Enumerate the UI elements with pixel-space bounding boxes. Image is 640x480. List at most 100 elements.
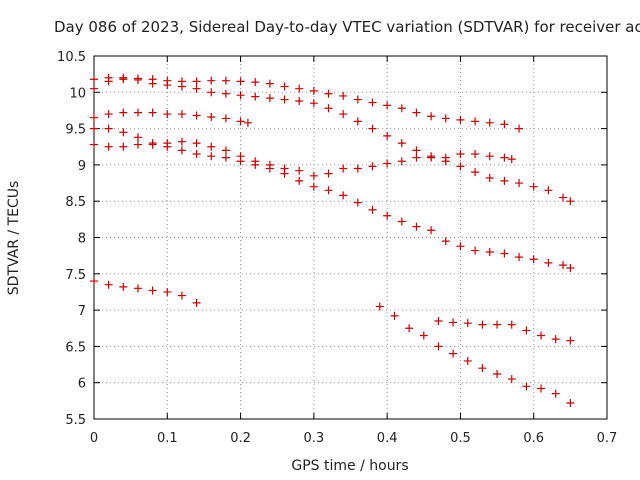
data-point (339, 91, 348, 100)
data-point (515, 124, 524, 133)
data-point (353, 95, 362, 104)
data-point (133, 75, 142, 84)
data-point (383, 101, 392, 110)
data-point (544, 258, 553, 267)
data-markers (90, 73, 575, 408)
data-point (368, 98, 377, 107)
data-point (441, 237, 450, 246)
data-point (295, 166, 304, 175)
data-point (207, 112, 216, 121)
data-point (493, 369, 502, 378)
data-point (507, 320, 516, 329)
x-tick-label: 0.1 (157, 431, 178, 446)
data-point (295, 97, 304, 106)
data-point (353, 164, 362, 173)
data-point (177, 137, 186, 146)
data-point (559, 261, 568, 270)
data-point (434, 342, 443, 351)
data-point (104, 280, 113, 289)
x-tick-label: 0.5 (450, 431, 471, 446)
data-point (463, 319, 472, 328)
grid (94, 56, 607, 419)
data-point (485, 248, 494, 257)
data-point (412, 146, 421, 155)
data-point (537, 384, 546, 393)
series-s7 (375, 302, 575, 408)
data-point (148, 286, 157, 295)
data-point (412, 108, 421, 117)
series-s1 (90, 73, 524, 133)
data-point (177, 82, 186, 91)
data-point (471, 150, 480, 159)
data-point (90, 140, 98, 149)
data-point (463, 356, 472, 365)
data-point (163, 81, 172, 90)
data-point (177, 291, 186, 300)
data-point (493, 320, 502, 329)
data-point (265, 160, 274, 169)
data-point (544, 186, 553, 195)
data-point (515, 253, 524, 262)
series-s8 (434, 316, 575, 345)
x-axis-label: GPS time / hours (291, 458, 408, 474)
data-point (368, 124, 377, 133)
x-tick-label: 0.7 (597, 431, 618, 446)
data-point (551, 335, 560, 344)
data-point (104, 142, 113, 151)
data-point (339, 110, 348, 119)
y-tick-label: 8.5 (65, 195, 86, 210)
x-tick-label: 0.4 (377, 431, 398, 446)
data-point (148, 140, 157, 149)
data-point (456, 162, 465, 171)
data-point (280, 95, 289, 104)
data-point (236, 152, 245, 161)
y-tick-label: 5.5 (65, 413, 86, 428)
data-point (507, 155, 516, 164)
data-point (427, 112, 436, 121)
data-point (397, 139, 406, 148)
data-point (90, 75, 98, 84)
data-point (192, 298, 201, 307)
data-point (177, 110, 186, 119)
data-point (104, 110, 113, 119)
data-point (192, 84, 201, 93)
y-tick-label: 9 (78, 159, 86, 174)
data-point (133, 133, 142, 142)
data-point (390, 311, 399, 320)
data-point (485, 173, 494, 182)
data-point (177, 146, 186, 155)
data-point (427, 226, 436, 235)
data-point (449, 318, 458, 327)
data-point (522, 326, 531, 335)
axis-ticks: 0 0.1 0.2 0.3 0.4 0.5 0.6 0.7 5.5 6 6.5 7 7.5 8 8.5 9 9.… (57, 50, 617, 446)
data-point (353, 117, 362, 126)
data-point (529, 255, 538, 264)
data-point (566, 263, 575, 272)
data-point (383, 211, 392, 220)
data-point (221, 114, 230, 123)
data-point (119, 128, 128, 137)
data-point (324, 169, 333, 178)
data-point (456, 150, 465, 159)
data-point (243, 118, 252, 127)
data-point (529, 182, 538, 191)
data-point (478, 364, 487, 373)
data-point (148, 108, 157, 117)
data-point (192, 77, 201, 86)
data-point (339, 164, 348, 173)
data-point (485, 152, 494, 161)
data-point (133, 140, 142, 149)
data-point (90, 84, 98, 93)
y-tick-label: 10.5 (57, 50, 86, 65)
data-point (485, 118, 494, 127)
data-point (133, 284, 142, 293)
data-point (441, 114, 450, 123)
data-point (236, 91, 245, 100)
data-point (383, 159, 392, 168)
data-point (309, 182, 318, 191)
chart-title: Day 086 of 2023, Sidereal Day-to-day VTE… (54, 18, 640, 36)
data-point (397, 104, 406, 113)
data-point (559, 193, 568, 202)
data-point (441, 153, 450, 162)
